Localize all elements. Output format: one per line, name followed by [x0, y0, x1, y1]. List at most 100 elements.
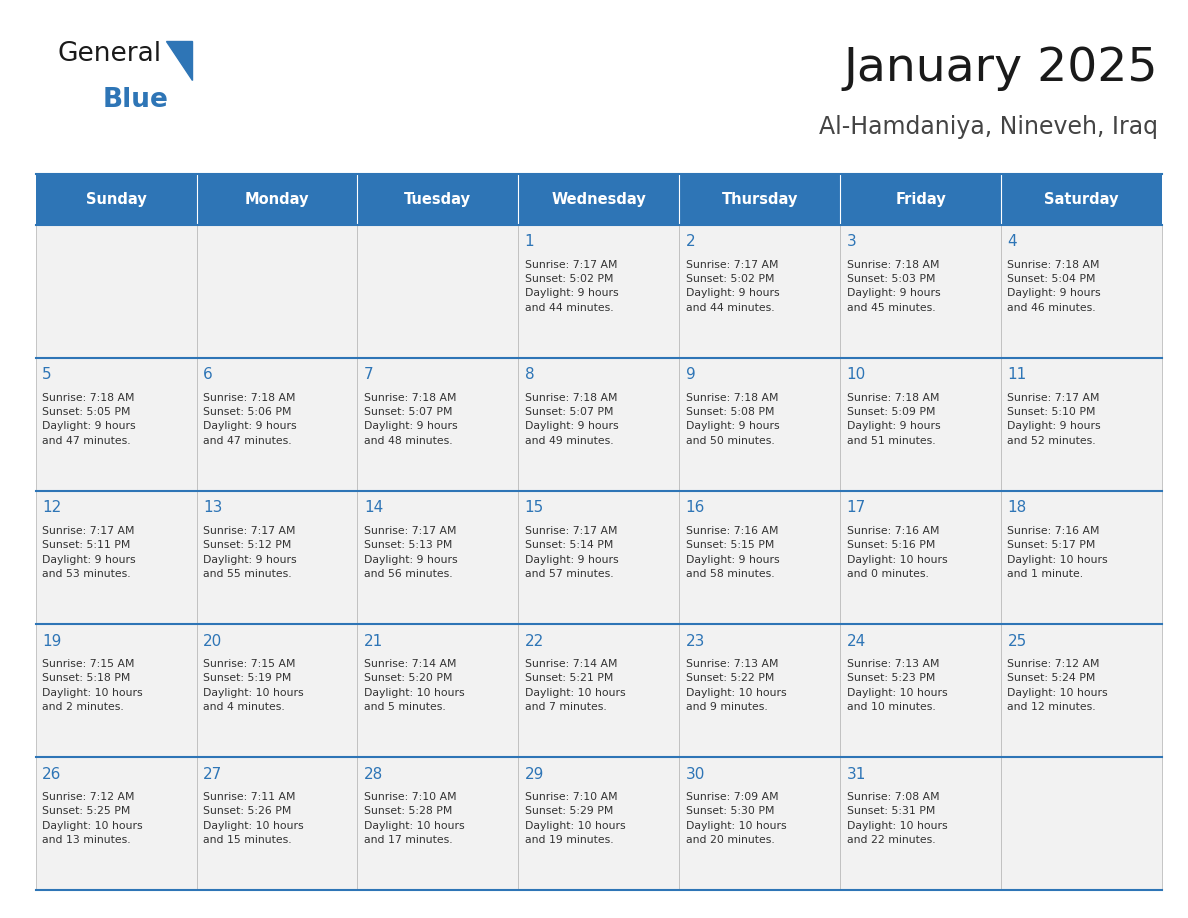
Text: 31: 31	[847, 767, 866, 781]
Text: 7: 7	[364, 367, 373, 382]
Bar	[1001, 757, 1162, 890]
Bar	[196, 624, 358, 757]
Bar	[196, 358, 358, 491]
Text: Sunrise: 7:16 AM
Sunset: 5:16 PM
Daylight: 10 hours
and 0 minutes.: Sunrise: 7:16 AM Sunset: 5:16 PM Dayligh…	[847, 526, 947, 579]
Text: Sunrise: 7:17 AM
Sunset: 5:12 PM
Daylight: 9 hours
and 55 minutes.: Sunrise: 7:17 AM Sunset: 5:12 PM Dayligh…	[203, 526, 297, 579]
Bar	[680, 358, 840, 491]
Text: Sunrise: 7:14 AM
Sunset: 5:20 PM
Daylight: 10 hours
and 5 minutes.: Sunrise: 7:14 AM Sunset: 5:20 PM Dayligh…	[364, 659, 465, 712]
Text: Sunrise: 7:17 AM
Sunset: 5:02 PM
Daylight: 9 hours
and 44 minutes.: Sunrise: 7:17 AM Sunset: 5:02 PM Dayligh…	[685, 260, 779, 313]
Text: Al-Hamdaniya, Nineveh, Iraq: Al-Hamdaniya, Nineveh, Iraq	[820, 115, 1158, 139]
Bar	[1001, 624, 1162, 757]
Bar	[358, 358, 518, 491]
Text: Sunrise: 7:17 AM
Sunset: 5:02 PM
Daylight: 9 hours
and 44 minutes.: Sunrise: 7:17 AM Sunset: 5:02 PM Dayligh…	[525, 260, 619, 313]
Text: 2: 2	[685, 234, 695, 249]
Text: 23: 23	[685, 633, 704, 648]
Bar	[1001, 174, 1162, 225]
Bar	[840, 757, 1001, 890]
Text: 27: 27	[203, 767, 222, 781]
Text: 20: 20	[203, 633, 222, 648]
Text: 11: 11	[1007, 367, 1026, 382]
Text: 14: 14	[364, 500, 383, 515]
Text: Sunday: Sunday	[86, 192, 146, 207]
Bar	[518, 491, 680, 624]
Text: Sunrise: 7:10 AM
Sunset: 5:29 PM
Daylight: 10 hours
and 19 minutes.: Sunrise: 7:10 AM Sunset: 5:29 PM Dayligh…	[525, 792, 625, 845]
Text: Sunrise: 7:15 AM
Sunset: 5:19 PM
Daylight: 10 hours
and 4 minutes.: Sunrise: 7:15 AM Sunset: 5:19 PM Dayligh…	[203, 659, 304, 712]
Bar	[518, 358, 680, 491]
Text: General: General	[57, 41, 162, 67]
Text: Sunrise: 7:11 AM
Sunset: 5:26 PM
Daylight: 10 hours
and 15 minutes.: Sunrise: 7:11 AM Sunset: 5:26 PM Dayligh…	[203, 792, 304, 845]
Bar	[358, 174, 518, 225]
Bar	[680, 757, 840, 890]
Bar	[1001, 358, 1162, 491]
Bar	[680, 624, 840, 757]
Text: Friday: Friday	[895, 192, 946, 207]
Bar	[358, 225, 518, 358]
Bar	[36, 757, 196, 890]
Text: Sunrise: 7:10 AM
Sunset: 5:28 PM
Daylight: 10 hours
and 17 minutes.: Sunrise: 7:10 AM Sunset: 5:28 PM Dayligh…	[364, 792, 465, 845]
Text: Wednesday: Wednesday	[551, 192, 646, 207]
Text: Sunrise: 7:18 AM
Sunset: 5:07 PM
Daylight: 9 hours
and 48 minutes.: Sunrise: 7:18 AM Sunset: 5:07 PM Dayligh…	[364, 393, 457, 446]
Text: Tuesday: Tuesday	[404, 192, 472, 207]
Text: Monday: Monday	[245, 192, 309, 207]
Bar	[358, 491, 518, 624]
Text: 1: 1	[525, 234, 535, 249]
Bar	[358, 624, 518, 757]
Bar	[840, 358, 1001, 491]
Bar	[518, 624, 680, 757]
Bar	[680, 174, 840, 225]
Text: 8: 8	[525, 367, 535, 382]
Bar	[196, 174, 358, 225]
Bar	[840, 624, 1001, 757]
Bar	[36, 358, 196, 491]
Text: 26: 26	[42, 767, 62, 781]
Text: 13: 13	[203, 500, 222, 515]
Text: Sunrise: 7:18 AM
Sunset: 5:03 PM
Daylight: 9 hours
and 45 minutes.: Sunrise: 7:18 AM Sunset: 5:03 PM Dayligh…	[847, 260, 940, 313]
Text: Sunrise: 7:12 AM
Sunset: 5:25 PM
Daylight: 10 hours
and 13 minutes.: Sunrise: 7:12 AM Sunset: 5:25 PM Dayligh…	[42, 792, 143, 845]
Text: 17: 17	[847, 500, 866, 515]
Bar	[358, 757, 518, 890]
Text: Sunrise: 7:13 AM
Sunset: 5:22 PM
Daylight: 10 hours
and 9 minutes.: Sunrise: 7:13 AM Sunset: 5:22 PM Dayligh…	[685, 659, 786, 712]
Text: Sunrise: 7:18 AM
Sunset: 5:08 PM
Daylight: 9 hours
and 50 minutes.: Sunrise: 7:18 AM Sunset: 5:08 PM Dayligh…	[685, 393, 779, 446]
Text: Sunrise: 7:16 AM
Sunset: 5:15 PM
Daylight: 9 hours
and 58 minutes.: Sunrise: 7:16 AM Sunset: 5:15 PM Dayligh…	[685, 526, 779, 579]
Text: 4: 4	[1007, 234, 1017, 249]
Text: 19: 19	[42, 633, 62, 648]
Bar	[36, 624, 196, 757]
Bar	[1001, 225, 1162, 358]
Text: Sunrise: 7:12 AM
Sunset: 5:24 PM
Daylight: 10 hours
and 12 minutes.: Sunrise: 7:12 AM Sunset: 5:24 PM Dayligh…	[1007, 659, 1108, 712]
Text: Sunrise: 7:17 AM
Sunset: 5:14 PM
Daylight: 9 hours
and 57 minutes.: Sunrise: 7:17 AM Sunset: 5:14 PM Dayligh…	[525, 526, 619, 579]
Text: 12: 12	[42, 500, 62, 515]
Text: Sunrise: 7:18 AM
Sunset: 5:09 PM
Daylight: 9 hours
and 51 minutes.: Sunrise: 7:18 AM Sunset: 5:09 PM Dayligh…	[847, 393, 940, 446]
Bar	[840, 225, 1001, 358]
Text: Sunrise: 7:18 AM
Sunset: 5:04 PM
Daylight: 9 hours
and 46 minutes.: Sunrise: 7:18 AM Sunset: 5:04 PM Dayligh…	[1007, 260, 1101, 313]
Text: 21: 21	[364, 633, 383, 648]
Text: Blue: Blue	[102, 87, 168, 113]
Bar	[680, 225, 840, 358]
Text: Sunrise: 7:17 AM
Sunset: 5:13 PM
Daylight: 9 hours
and 56 minutes.: Sunrise: 7:17 AM Sunset: 5:13 PM Dayligh…	[364, 526, 457, 579]
Text: 18: 18	[1007, 500, 1026, 515]
Bar	[196, 491, 358, 624]
Text: 22: 22	[525, 633, 544, 648]
Bar	[518, 225, 680, 358]
Text: 3: 3	[847, 234, 857, 249]
Bar	[840, 491, 1001, 624]
Bar	[196, 757, 358, 890]
Text: 30: 30	[685, 767, 704, 781]
Text: Sunrise: 7:15 AM
Sunset: 5:18 PM
Daylight: 10 hours
and 2 minutes.: Sunrise: 7:15 AM Sunset: 5:18 PM Dayligh…	[42, 659, 143, 712]
Bar	[518, 757, 680, 890]
Text: Sunrise: 7:17 AM
Sunset: 5:10 PM
Daylight: 9 hours
and 52 minutes.: Sunrise: 7:17 AM Sunset: 5:10 PM Dayligh…	[1007, 393, 1101, 446]
Text: Sunrise: 7:18 AM
Sunset: 5:05 PM
Daylight: 9 hours
and 47 minutes.: Sunrise: 7:18 AM Sunset: 5:05 PM Dayligh…	[42, 393, 135, 446]
Text: January 2025: January 2025	[843, 46, 1158, 91]
Text: Sunrise: 7:08 AM
Sunset: 5:31 PM
Daylight: 10 hours
and 22 minutes.: Sunrise: 7:08 AM Sunset: 5:31 PM Dayligh…	[847, 792, 947, 845]
Text: Sunrise: 7:13 AM
Sunset: 5:23 PM
Daylight: 10 hours
and 10 minutes.: Sunrise: 7:13 AM Sunset: 5:23 PM Dayligh…	[847, 659, 947, 712]
Text: 29: 29	[525, 767, 544, 781]
Text: 28: 28	[364, 767, 383, 781]
Bar	[680, 491, 840, 624]
Text: Sunrise: 7:18 AM
Sunset: 5:06 PM
Daylight: 9 hours
and 47 minutes.: Sunrise: 7:18 AM Sunset: 5:06 PM Dayligh…	[203, 393, 297, 446]
Text: Sunrise: 7:14 AM
Sunset: 5:21 PM
Daylight: 10 hours
and 7 minutes.: Sunrise: 7:14 AM Sunset: 5:21 PM Dayligh…	[525, 659, 625, 712]
Text: 25: 25	[1007, 633, 1026, 648]
Text: Saturday: Saturday	[1044, 192, 1119, 207]
Text: 15: 15	[525, 500, 544, 515]
Text: Sunrise: 7:16 AM
Sunset: 5:17 PM
Daylight: 10 hours
and 1 minute.: Sunrise: 7:16 AM Sunset: 5:17 PM Dayligh…	[1007, 526, 1108, 579]
Bar	[518, 174, 680, 225]
Bar	[196, 225, 358, 358]
